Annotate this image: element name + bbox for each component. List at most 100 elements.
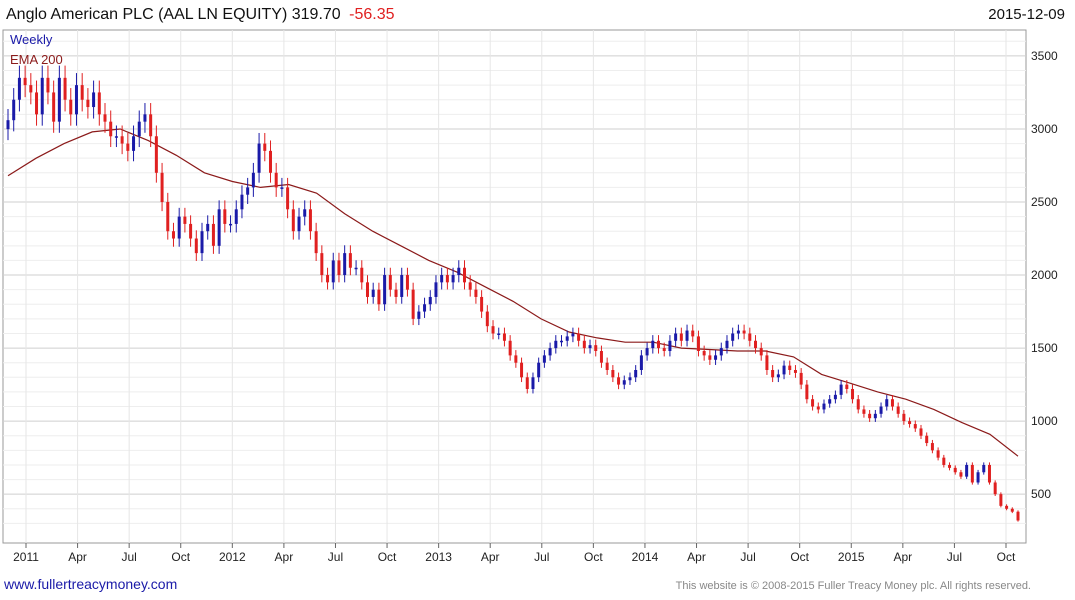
candle-body (542, 355, 546, 363)
candle-body (520, 362, 524, 378)
candle-body (1005, 505, 1009, 509)
candle-body (965, 464, 969, 477)
candle-body (320, 253, 324, 276)
candle-body (120, 136, 124, 144)
y-tick-label: 2000 (1031, 268, 1058, 282)
candle-body (206, 223, 210, 232)
x-tick-label: Oct (790, 550, 809, 564)
candle-body (714, 355, 718, 360)
candle-body (445, 275, 449, 283)
candle-body (594, 345, 598, 352)
candle-body (423, 304, 427, 312)
candle-body (12, 99, 16, 121)
candle-body (1010, 508, 1014, 512)
candle-body (851, 388, 855, 400)
candle-body (788, 365, 792, 370)
x-tick-label: 2015 (838, 550, 865, 564)
candle-body (394, 289, 398, 297)
candle-body (942, 457, 946, 465)
candle-body (234, 209, 238, 224)
candle-body (725, 340, 729, 349)
candle-body (86, 99, 90, 108)
candle-body (160, 172, 164, 202)
x-tick-label: 2014 (632, 550, 659, 564)
legend-weekly: Weekly (10, 32, 53, 47)
x-tick-label: Jul (740, 550, 755, 564)
candle-body (645, 348, 649, 356)
candle-body (685, 330, 689, 341)
candle-body (793, 370, 797, 373)
candle-body (908, 421, 912, 425)
candle-body (719, 348, 723, 356)
x-tick-label: Apr (687, 550, 706, 564)
candle-body (440, 275, 444, 283)
candles (6, 65, 1020, 522)
candle-body (314, 231, 318, 254)
candle-body (411, 289, 415, 319)
x-tick-label: Jul (328, 550, 343, 564)
candle-body (913, 424, 917, 429)
candle-body (571, 333, 575, 337)
candle-body (611, 370, 615, 378)
candle-body (337, 260, 341, 276)
candle-body (149, 114, 153, 137)
candle-body (177, 216, 181, 239)
candle-body (930, 443, 934, 451)
candle-body (651, 340, 655, 349)
candle-body (531, 377, 535, 389)
candle-body (1016, 511, 1020, 521)
candle-body (514, 355, 518, 363)
y-tick-label: 1500 (1031, 341, 1058, 355)
candle-body (822, 403, 826, 410)
candle-body (183, 216, 187, 224)
candle-body (274, 172, 278, 188)
candle-body (691, 330, 695, 337)
candle-body (400, 275, 404, 297)
candle-body (97, 92, 101, 115)
candle-body (548, 348, 552, 356)
candle-body (154, 136, 158, 173)
footer-site-link[interactable]: www.fullertreacymoney.com (4, 576, 178, 592)
candle-body (679, 333, 683, 341)
candle-body (674, 333, 678, 341)
candle-body (662, 348, 666, 352)
candle-body (639, 355, 643, 370)
candle-body (74, 85, 78, 115)
candle-body (286, 187, 290, 210)
candle-body (537, 362, 541, 378)
x-tick-label: Jul (534, 550, 549, 564)
candle-body (885, 399, 889, 407)
candle-body (17, 77, 21, 100)
x-tick-label: Apr (893, 550, 912, 564)
footer-copyright: This website is © 2008-2015 Fuller Treac… (675, 580, 1031, 592)
candle-body (331, 260, 335, 283)
candle-body (856, 399, 860, 410)
candle-body (657, 340, 661, 349)
candle-body (280, 187, 284, 189)
price-change: -56.35 (349, 6, 395, 23)
candle-body (360, 267, 364, 283)
candle-body (240, 194, 244, 210)
candle-body (588, 345, 592, 349)
y-tick-label: 500 (1031, 487, 1051, 501)
candle-body (297, 216, 301, 232)
candle-body (896, 406, 900, 414)
candle-body (759, 348, 763, 356)
candle-body (948, 464, 952, 468)
candle-body (982, 464, 986, 473)
x-tick-label: Apr (275, 550, 294, 564)
x-tick-label: Oct (997, 550, 1016, 564)
candle-body (862, 409, 866, 414)
candle-body (143, 114, 147, 122)
candle-body (776, 374, 780, 378)
candle-body (132, 136, 136, 151)
candle-body (634, 370, 638, 378)
x-tick-label: Jul (947, 550, 962, 564)
candle-body (57, 77, 61, 122)
candle-body (976, 472, 980, 483)
chart-date: 2015-12-09 (988, 6, 1065, 23)
chart-title: Anglo American PLC (AAL LN EQUITY) 319.7… (6, 6, 395, 24)
candle-body (251, 172, 255, 188)
y-tick-label: 2500 (1031, 195, 1058, 209)
